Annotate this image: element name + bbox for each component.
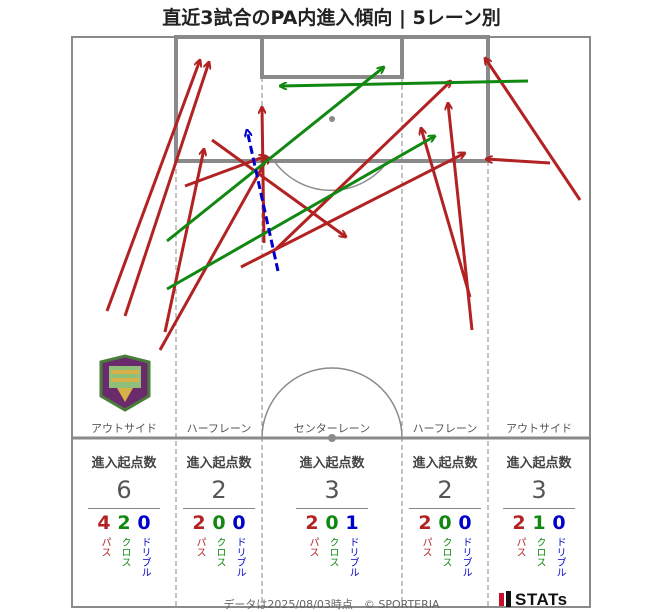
entry-count-total: 2	[437, 476, 453, 504]
pass-arrow-6	[262, 107, 264, 244]
stat-divider	[503, 508, 575, 509]
stat-divider	[183, 508, 255, 509]
goal-area	[260, 35, 404, 79]
entry-count-total: 3	[531, 476, 547, 504]
cross-count: 0	[325, 512, 339, 534]
pass-arrow-10	[448, 103, 474, 331]
penalty-area	[174, 35, 490, 163]
cross-arrow-13	[166, 67, 384, 243]
pass-arrow-9	[421, 128, 472, 298]
pass-count: 2	[418, 512, 432, 534]
cross-label: クロス	[534, 537, 545, 567]
pass-label: パス	[194, 537, 205, 557]
center-spot	[328, 434, 336, 442]
dribble-count: 0	[137, 512, 151, 534]
entry-count-heading: 進入起点数	[412, 456, 478, 471]
pass-arrow-8	[273, 81, 451, 252]
cross-count: 0	[212, 512, 226, 534]
lane-label-center: センターレーン	[293, 422, 371, 435]
logo-mark-icon	[499, 593, 504, 606]
club-crest-logo	[99, 354, 151, 412]
lane-label-outside-left: アウトサイド	[91, 422, 157, 435]
entry-count-total: 3	[324, 476, 340, 504]
cross-count: 1	[532, 512, 546, 534]
entry-count-heading: 進入起点数	[299, 456, 365, 471]
dribble-label: ドリブル	[234, 537, 245, 577]
dribble-label: ドリブル	[347, 537, 358, 577]
pass-arrow-4	[158, 157, 268, 351]
pass-label: パス	[99, 537, 110, 557]
dribble-count: 0	[458, 512, 472, 534]
dribble-label: ドリブル	[554, 537, 565, 577]
dribble-label: ドリブル	[139, 537, 150, 577]
dribble-arrow-16	[247, 130, 280, 272]
chart-title: 直近3試合のPA内進入傾向 | 5レーン別	[162, 7, 501, 29]
pass-count: 2	[192, 512, 206, 534]
pass-arrow-12	[486, 159, 551, 165]
entry-count-total: 6	[116, 476, 132, 504]
pitch-markings	[71, 35, 591, 608]
footer-credit: データは2025/08/03時点 © SPORTERIA	[223, 598, 440, 611]
lane-label-halfspace-left: ハーフレーン	[186, 422, 252, 435]
pass-count: 2	[512, 512, 526, 534]
lane-label-outside-right: アウトサイド	[506, 422, 572, 435]
pass-count: 2	[305, 512, 319, 534]
penalty-arc	[273, 160, 389, 192]
entry-count-total: 2	[211, 476, 227, 504]
pass-arrow-2	[163, 149, 204, 333]
pass-arrow-1	[123, 62, 209, 317]
entry-count-heading: 進入起点数	[506, 456, 572, 471]
cross-label: クロス	[327, 537, 338, 567]
pass-label: パス	[307, 537, 318, 557]
stat-divider	[88, 508, 160, 509]
pass-arrow-11	[485, 58, 582, 201]
entry-count-heading: 進入起点数	[91, 456, 157, 471]
logo-mark-icon	[506, 591, 511, 607]
pass-count: 4	[97, 512, 111, 534]
center-circle	[261, 367, 403, 439]
logo-text: STATs	[515, 590, 568, 609]
dribble-count: 1	[345, 512, 359, 534]
penalty-spot	[329, 116, 335, 122]
lane-label-halfspace-right: ハーフレーン	[412, 422, 478, 435]
pass-arrow-5	[211, 138, 346, 237]
cross-arrow-14	[166, 136, 435, 291]
pass-label: パス	[420, 537, 431, 557]
stat-divider	[409, 508, 481, 509]
cross-label: クロス	[440, 537, 451, 567]
stat-divider	[296, 508, 368, 509]
dribble-count: 0	[232, 512, 246, 534]
entry-arrows	[105, 58, 582, 351]
cross-label: クロス	[214, 537, 225, 567]
dribble-label: ドリブル	[460, 537, 471, 577]
cross-count: 0	[438, 512, 452, 534]
pass-arrow-0	[105, 60, 200, 312]
cross-arrow-15	[280, 79, 529, 86]
stats-logo: STATs	[499, 590, 568, 610]
cross-label: クロス	[119, 537, 130, 567]
dribble-count: 0	[552, 512, 566, 534]
cross-count: 2	[117, 512, 131, 534]
entry-count-heading: 進入起点数	[186, 456, 252, 471]
pass-label: パス	[514, 537, 525, 557]
pass-arrow-7	[240, 153, 465, 269]
